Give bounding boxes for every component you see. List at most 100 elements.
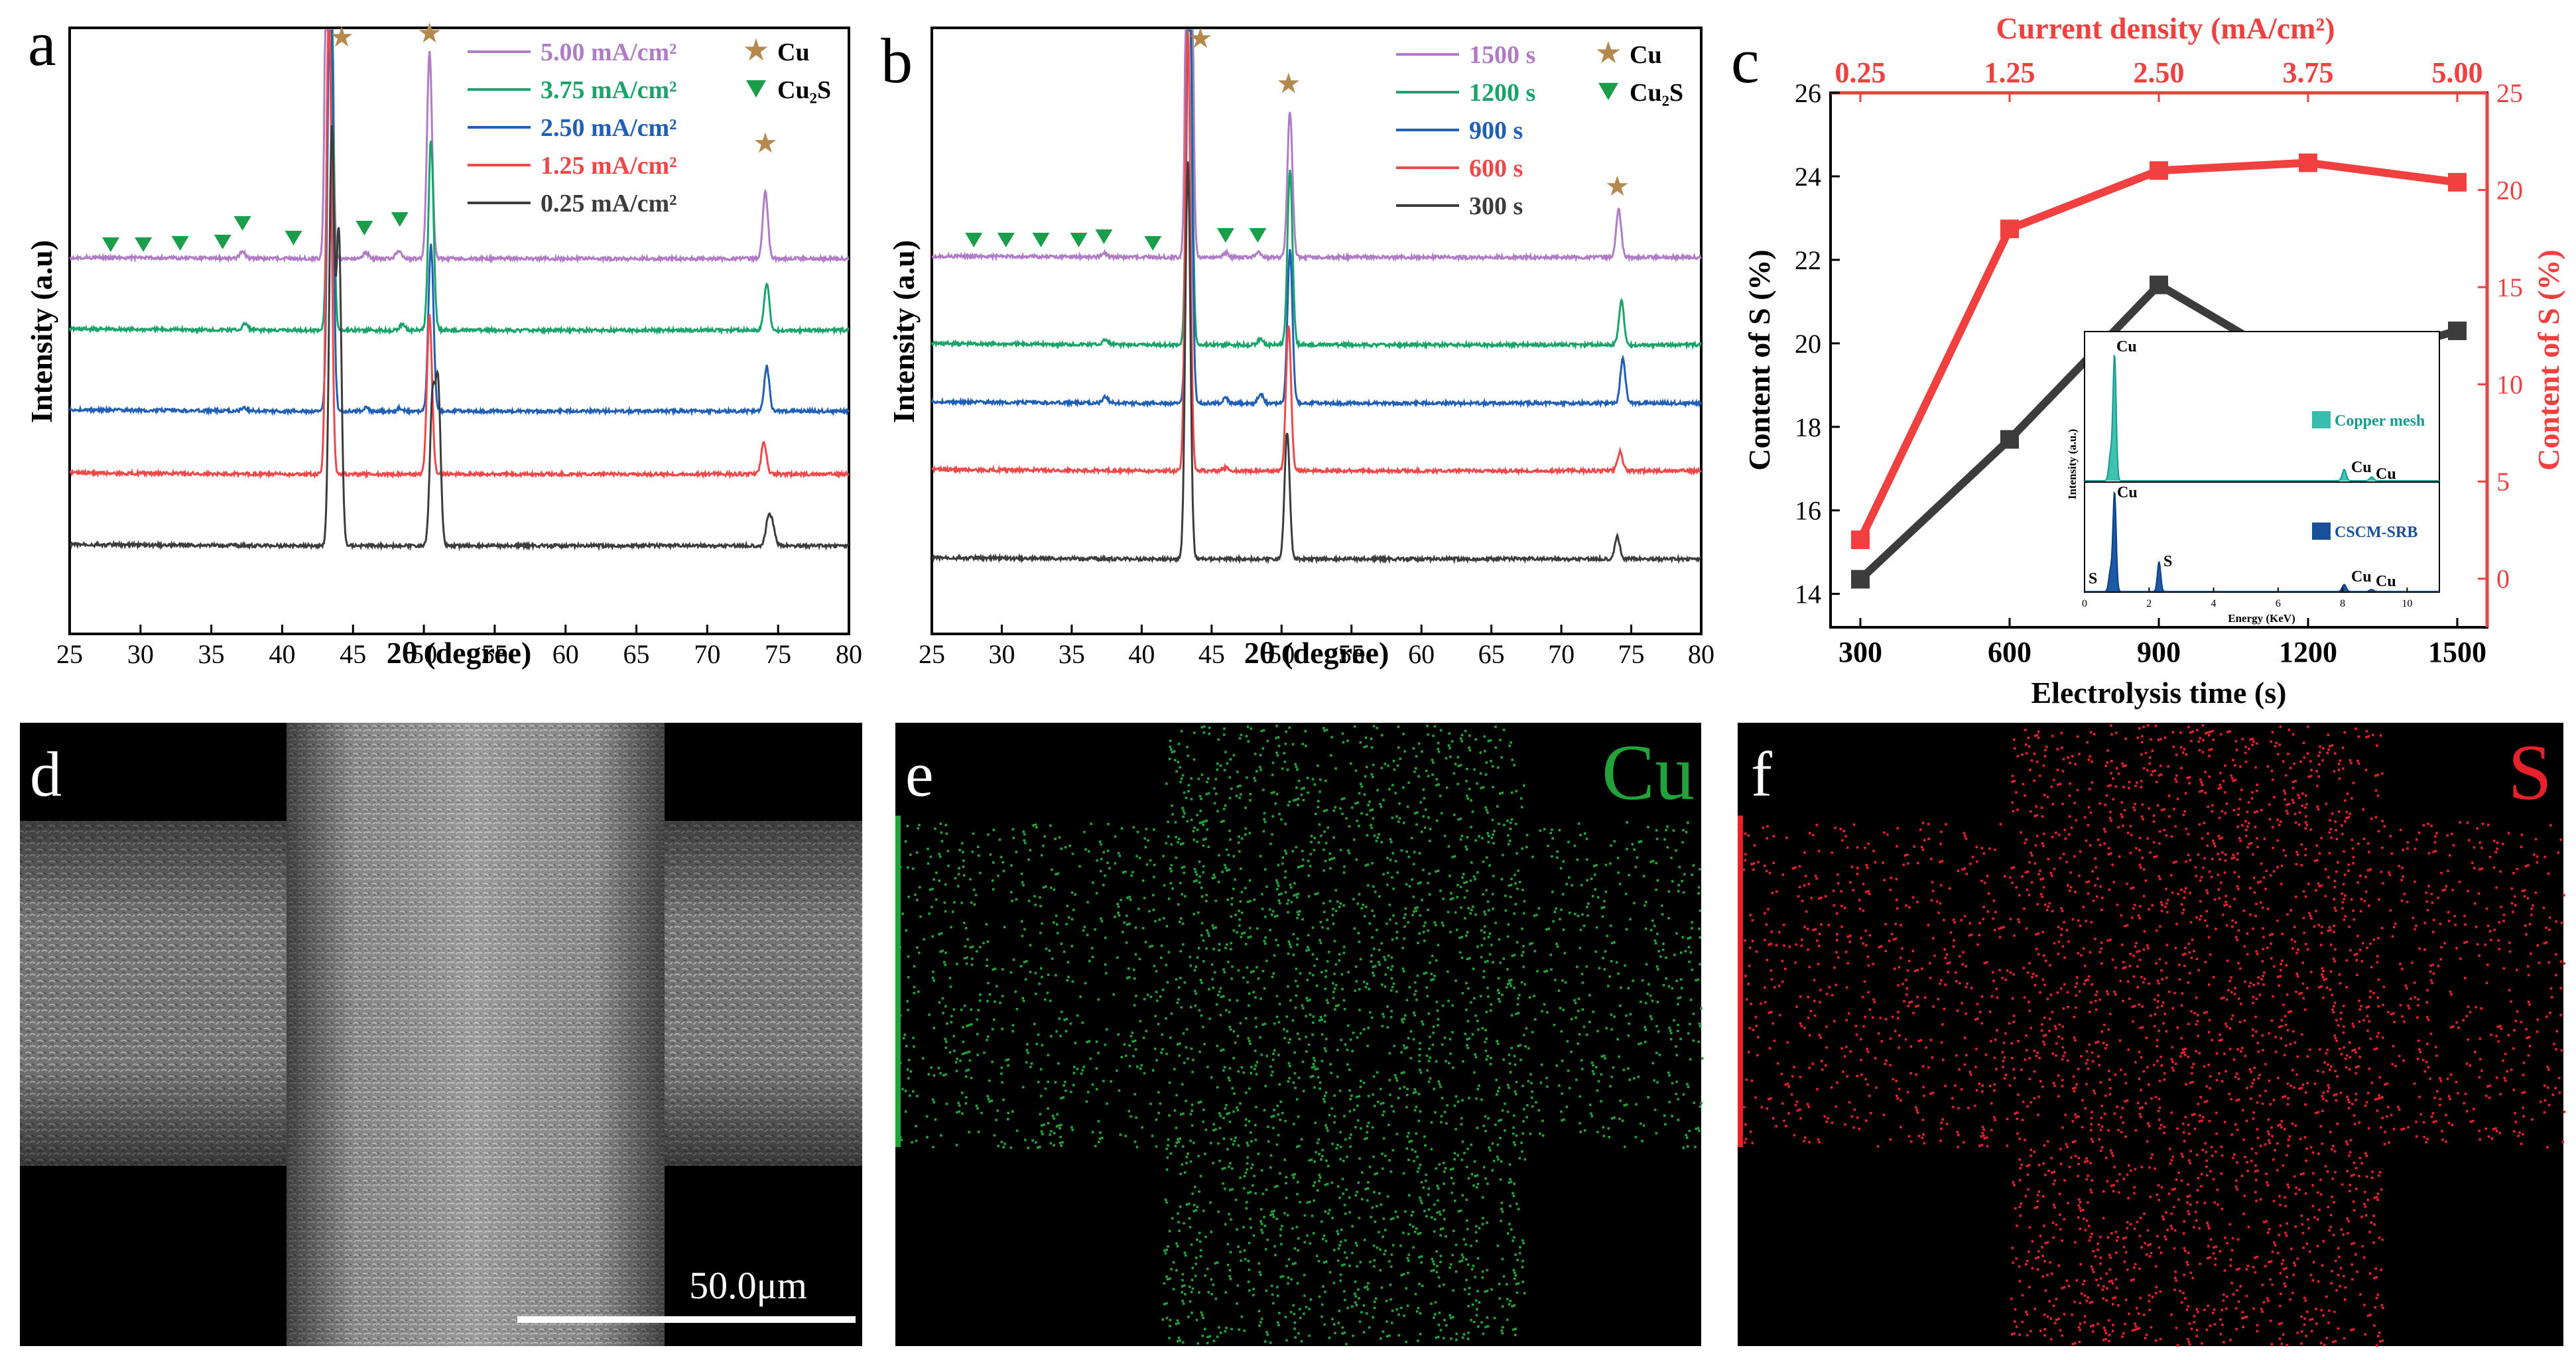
edx-dot	[1475, 1299, 1478, 1302]
edx-dot	[1986, 910, 1990, 913]
edx-dot	[1312, 1015, 1315, 1018]
edx-dot	[962, 865, 965, 868]
edx-dot	[2208, 870, 2211, 873]
edx-dot	[999, 855, 1003, 859]
edx-dot	[933, 1026, 936, 1030]
edx-dot	[1309, 1076, 1313, 1078]
panel-letter-e: e	[905, 739, 934, 810]
edx-dot	[1194, 992, 1197, 995]
edx-dot	[2128, 965, 2132, 967]
edx-dot	[1510, 1180, 1513, 1184]
edx-dot	[1228, 1121, 1232, 1123]
edx-dot	[1216, 1335, 1219, 1338]
edx-dot	[1104, 1043, 1107, 1046]
edx-dot	[2187, 1210, 2189, 1213]
edx-dot	[1199, 1174, 1202, 1178]
edx-dot	[935, 871, 938, 874]
edx-dot	[1827, 924, 1831, 926]
edx-dot	[1281, 862, 1284, 865]
edx-dot	[2063, 1217, 2065, 1221]
edx-dot	[2329, 928, 2332, 932]
edx-dot	[1010, 864, 1013, 867]
edx-dot	[1454, 1270, 1458, 1273]
edx-dot	[2250, 797, 2254, 800]
edx-dot	[1437, 741, 1440, 745]
edx-dot	[1439, 889, 1442, 893]
edx-dot	[2555, 1048, 2557, 1051]
edx-dot	[1326, 1182, 1329, 1186]
edx-dot	[2118, 1039, 2122, 1042]
edx-dot	[2432, 850, 2435, 853]
edx-dot	[1457, 765, 1460, 767]
edx-dot	[2246, 953, 2249, 956]
inset-x-tick-label: 10	[2402, 598, 2412, 609]
edx-dot	[953, 901, 956, 904]
edx-dot	[2181, 1052, 2183, 1054]
edx-dot	[1623, 1104, 1626, 1107]
edx-dot	[2189, 1082, 2192, 1084]
edx-dot	[2124, 966, 2127, 969]
edx-dot	[1372, 817, 1375, 820]
inset-label-cu-2: Cu	[2351, 459, 2372, 476]
edx-dot	[1370, 826, 1373, 830]
edx-dot	[2289, 1084, 2292, 1087]
edx-dot	[2244, 834, 2248, 837]
edx-dot	[1179, 950, 1182, 953]
edx-dot	[1578, 1033, 1581, 1036]
edx-dot	[2183, 810, 2187, 813]
edx-dot	[1359, 782, 1362, 785]
edx-dot	[1833, 1020, 1836, 1022]
edx-dot	[2511, 902, 2514, 904]
edx-dot	[1428, 1048, 1431, 1050]
edx-dot	[1479, 751, 1482, 754]
edx-dot	[1373, 1259, 1376, 1262]
edx-dot	[1487, 936, 1490, 938]
edx-dot	[1187, 790, 1190, 792]
edx-dot	[2270, 957, 2273, 960]
edx-dot	[2178, 963, 2181, 966]
edx-dot	[2280, 1343, 2284, 1345]
edx-dot	[1898, 1087, 1901, 1091]
edx-dot	[1701, 1057, 1704, 1060]
edx-dot	[1515, 941, 1519, 944]
edx-dot	[2504, 1052, 2507, 1056]
edx-dot	[2020, 1163, 2023, 1166]
edx-dot	[2163, 808, 2165, 811]
edx-dot	[1265, 885, 1268, 889]
edx-dot	[2321, 1095, 2324, 1097]
edx-dot	[1177, 1339, 1179, 1343]
edx-dot	[1284, 1119, 1287, 1123]
edx-dot	[1407, 1132, 1410, 1135]
edx-dot	[1687, 1085, 1690, 1088]
edx-dot	[1405, 1287, 1408, 1290]
edx-dot	[1609, 862, 1612, 865]
edx-dot	[1427, 908, 1429, 911]
edx-dot	[1434, 1111, 1437, 1114]
edx-dot	[1336, 1076, 1339, 1078]
edx-dot	[1449, 1052, 1452, 1055]
edx-dot	[2170, 1111, 2173, 1114]
edx-dot	[2331, 1177, 2334, 1180]
edx-dot	[2547, 961, 2551, 964]
y-axis-title-right-c: Content of S (%)	[2532, 249, 2565, 470]
edx-dot	[2117, 773, 2120, 775]
edx-dot	[1242, 1071, 1246, 1074]
edx-dot	[1317, 1138, 1320, 1141]
edx-dot	[2476, 827, 2479, 830]
edx-dot	[1205, 820, 1208, 822]
edx-dot	[1592, 1011, 1594, 1013]
edx-dot	[1358, 893, 1361, 896]
edx-dot	[2418, 1095, 2421, 1099]
edx-dot	[1328, 1336, 1331, 1339]
edx-dot	[1255, 1105, 1257, 1109]
edx-dot	[1205, 900, 1208, 902]
edx-dot	[1884, 923, 1887, 926]
edx-dot	[1842, 830, 1845, 832]
edx-dot	[1616, 857, 1620, 859]
edx-dot	[1373, 1191, 1376, 1194]
edx-dot	[1354, 965, 1358, 968]
edx-dot	[1898, 1034, 1901, 1037]
x-tick-label: 45	[340, 639, 366, 669]
edx-dot	[1179, 1137, 1182, 1140]
edx-dot	[1185, 1028, 1189, 1031]
